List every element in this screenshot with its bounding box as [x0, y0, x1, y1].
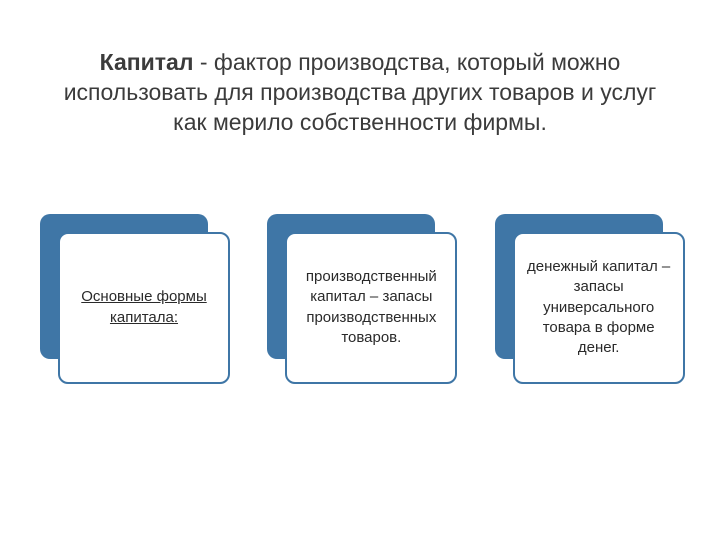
title-bold-word: Капитал: [100, 49, 194, 75]
boxes-row: Основные формы капитала: производственны…: [0, 138, 720, 384]
box-2: производственный капитал – запасы произв…: [267, 214, 452, 384]
box-2-front: производственный капитал – запасы произв…: [285, 232, 457, 384]
box-1-front: Основные формы капитала:: [58, 232, 230, 384]
box-3-front: денежный капитал – запасы универсального…: [513, 232, 685, 384]
box-2-text: производственный капитал – запасы произв…: [297, 267, 445, 348]
box-1-text: Основные формы капитала:: [70, 287, 218, 328]
box-1: Основные формы капитала:: [40, 214, 225, 384]
title-block: Капитал - фактор производства, который м…: [0, 0, 720, 138]
title-text: Капитал - фактор производства, который м…: [54, 48, 666, 138]
box-3: денежный капитал – запасы универсального…: [495, 214, 680, 384]
box-3-text: денежный капитал – запасы универсального…: [525, 257, 673, 358]
